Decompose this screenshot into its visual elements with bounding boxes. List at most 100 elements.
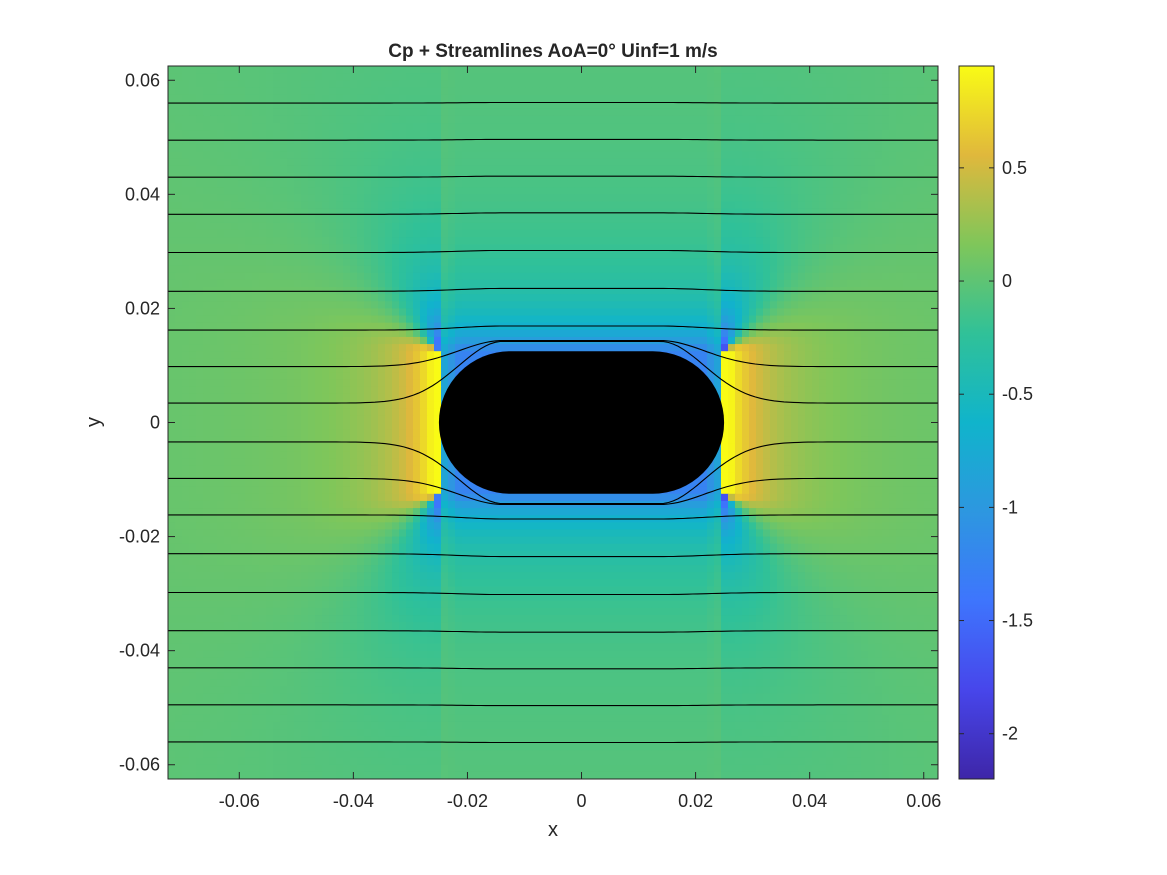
field-cell (462, 194, 470, 203)
field-cell (357, 265, 365, 274)
field-cell (434, 301, 442, 310)
field-cell (385, 265, 393, 274)
field-cell (406, 301, 414, 310)
field-cell (224, 165, 232, 174)
field-cell (238, 115, 246, 124)
field-cell (301, 80, 309, 88)
field-cell (252, 372, 260, 381)
field-cell (385, 208, 393, 217)
field-cell (854, 251, 862, 260)
field-cell (413, 372, 421, 381)
field-cell (679, 344, 687, 352)
field-cell (189, 344, 197, 352)
field-cell (448, 258, 456, 267)
field-cell (238, 358, 246, 367)
field-cell (574, 130, 582, 138)
field-cell (665, 201, 673, 210)
field-cell (336, 165, 344, 174)
field-cell (700, 258, 708, 267)
field-cell (742, 194, 750, 203)
field-cell (763, 215, 771, 224)
field-cell (826, 272, 834, 281)
field-cell (413, 229, 421, 238)
field-cell (406, 123, 414, 131)
field-cell (882, 358, 890, 367)
field-cell (441, 222, 449, 231)
field-cell (448, 237, 456, 245)
field-cell (833, 180, 841, 188)
field-cell (931, 308, 938, 317)
field-cell (210, 108, 218, 117)
field-cell (385, 73, 393, 81)
field-cell (196, 115, 204, 124)
field-cell (497, 215, 505, 224)
field-cell (749, 229, 757, 238)
field-cell (861, 294, 869, 302)
field-cell (399, 294, 407, 302)
field-cell (763, 208, 771, 217)
field-cell (315, 244, 323, 252)
field-cell (329, 237, 337, 245)
field-cell (882, 237, 890, 245)
field-cell (217, 80, 225, 88)
field-cell (847, 322, 855, 331)
field-cell (399, 158, 407, 167)
field-cell (525, 180, 533, 188)
field-cell (413, 351, 421, 359)
field-cell (679, 94, 687, 103)
field-cell (798, 358, 806, 367)
field-cell (728, 130, 736, 138)
field-cell (168, 272, 176, 281)
field-cell (406, 151, 414, 160)
field-cell (616, 237, 624, 245)
field-cell (742, 201, 750, 210)
field-cell (658, 87, 666, 96)
field-cell (511, 115, 519, 124)
field-cell (889, 158, 897, 167)
field-cell (560, 151, 568, 160)
field-cell (854, 379, 862, 388)
field-cell (434, 379, 442, 388)
field-cell (231, 215, 239, 224)
field-cell (287, 272, 295, 281)
field-cell (210, 215, 218, 224)
field-cell (875, 215, 883, 224)
field-cell (434, 215, 442, 224)
field-cell (679, 315, 687, 324)
field-cell (910, 265, 918, 274)
field-cell (336, 115, 344, 124)
field-cell (903, 344, 911, 352)
field-cell (378, 279, 386, 288)
field-cell (231, 201, 239, 210)
field-cell (917, 87, 925, 96)
field-cell (273, 258, 281, 267)
field-cell (511, 344, 519, 352)
field-cell (868, 66, 876, 74)
field-cell (924, 165, 932, 174)
field-cell (840, 322, 848, 331)
field-cell (882, 215, 890, 224)
field-cell (504, 66, 512, 74)
field-cell (553, 172, 561, 181)
field-cell (567, 165, 575, 174)
field-cell (357, 294, 365, 302)
field-cell (693, 187, 701, 195)
field-cell (469, 336, 477, 345)
field-cell (294, 322, 302, 331)
field-cell (476, 294, 484, 302)
field-cell (238, 108, 246, 117)
field-cell (525, 130, 533, 138)
field-cell (357, 66, 365, 74)
field-cell (686, 279, 694, 288)
field-cell (280, 180, 288, 188)
field-cell (406, 229, 414, 238)
field-cell (756, 108, 764, 117)
field-cell (287, 258, 295, 267)
field-cell (308, 101, 316, 110)
field-cell (350, 251, 358, 260)
field-cell (483, 158, 491, 167)
field-cell (707, 301, 715, 310)
field-cell (294, 123, 302, 131)
field-cell (658, 194, 666, 203)
field-cell (399, 123, 407, 131)
